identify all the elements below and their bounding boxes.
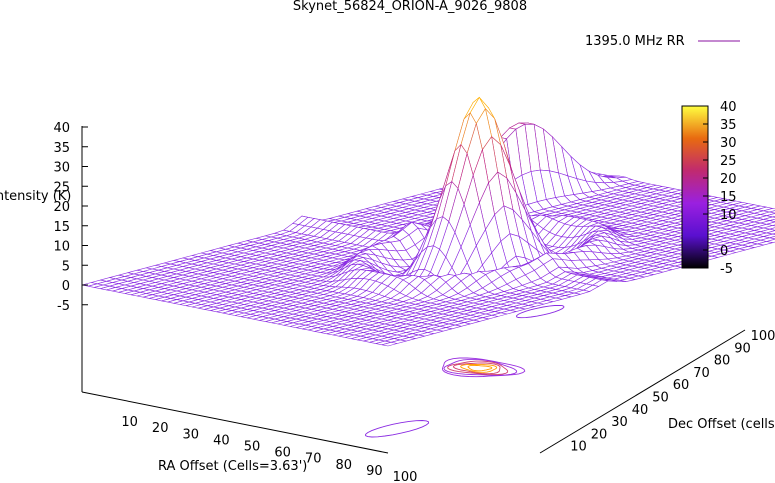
z-tick-label: 10: [53, 240, 70, 255]
x-tick-label: 60: [274, 446, 291, 461]
x-tick-label: 20: [152, 421, 169, 436]
contour-line: [453, 362, 501, 375]
z-tick-label: 40: [53, 121, 70, 136]
z-tick-label: 25: [53, 180, 70, 195]
z-tick-label: 30: [53, 161, 70, 176]
x-tick-label: 90: [366, 464, 383, 479]
y-tick-label: 80: [714, 354, 731, 369]
z-tick-label: 5: [62, 259, 70, 274]
y-tick-label: 100: [751, 329, 775, 344]
y-axis-line: [539, 329, 746, 454]
colorbar-tick-label: -5: [720, 262, 733, 277]
chart-title: Skynet_56824_ORION-A_9026_9808: [293, 0, 527, 14]
z-tick-label: 0: [62, 279, 70, 294]
contour-line: [516, 304, 565, 319]
y-tick-label: 50: [652, 391, 669, 406]
axes: [81, 126, 746, 454]
y-tick-label: 20: [591, 427, 608, 442]
colorbar-tick-label: 15: [720, 190, 737, 205]
y-tick-label: 70: [693, 366, 710, 381]
legend-label: 1395.0 MHz RR: [585, 34, 685, 49]
x-axis-label: RA Offset (Cells=3.63'): [158, 459, 307, 474]
x-tick-label: 70: [305, 452, 322, 467]
contour-line: [460, 364, 498, 373]
x-tick-label: 40: [213, 433, 230, 448]
y-tick-label: 10: [570, 440, 587, 455]
colorbar-tick-label: 30: [720, 136, 737, 151]
y-tick-label: 90: [734, 341, 751, 356]
x-axis-line: [81, 391, 389, 454]
surface-cell: [381, 341, 398, 347]
z-tick-label: 15: [53, 220, 70, 235]
x-tick-label: 100: [393, 470, 418, 483]
colorbar-gradient: [681, 105, 709, 269]
colorbar-tick-label: 20: [720, 172, 737, 187]
x-tick-label: 50: [244, 440, 261, 455]
colorbar-tick-label: 10: [720, 208, 737, 223]
z-tick-label: -5: [57, 299, 70, 314]
contour-line: [447, 360, 509, 376]
y-axis-label: Dec Offset (cells): [668, 417, 775, 432]
x-tick-label: 30: [183, 427, 200, 442]
x-tick-label: 80: [336, 458, 353, 473]
colorbar-tick-label: 40: [720, 100, 737, 115]
y-tick-label: 40: [632, 403, 649, 418]
surface-mesh: [81, 96, 775, 347]
colorbar: -5 0 10 15 20 25 30 35 40: [681, 100, 737, 277]
contour-line: [365, 420, 430, 438]
x-tick-label: 10: [121, 415, 138, 430]
y-tick-label: 60: [673, 378, 690, 393]
contour-line: [442, 357, 526, 378]
colorbar-tick-label: 0: [720, 244, 728, 259]
z-tick-label: 20: [53, 200, 70, 215]
legend: 1395.0 MHz RR: [585, 34, 740, 49]
z-axis-label: Intensity (K): [0, 189, 71, 204]
colorbar-tick-label: 25: [720, 154, 737, 169]
z-tick-label: 35: [53, 141, 70, 156]
contour-line: [467, 364, 493, 372]
colorbar-tick-label: 35: [720, 118, 737, 133]
contour-line: [443, 358, 518, 376]
colorbar-ticks: -5 0 10 15 20 25 30 35 40: [703, 100, 737, 277]
contour-projection: [365, 304, 565, 438]
y-tick-label: 30: [611, 415, 628, 430]
